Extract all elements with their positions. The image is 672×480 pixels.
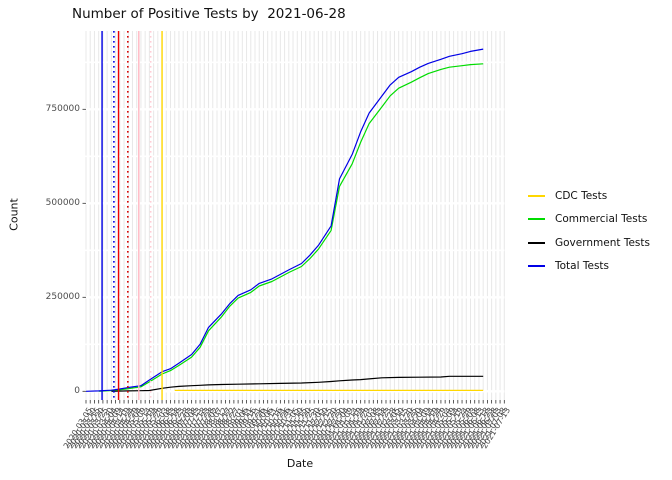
legend-label: Commercial Tests [555,213,648,226]
page-title: Number of Positive Tests by 2021-06-28 [72,6,346,22]
legend-label: Total Tests [555,260,610,273]
series-line-commercial-tests [98,63,484,392]
cdc-tests-line-icon [528,194,545,197]
legend-label: CDC Tests [555,189,608,202]
legend-item-cdc-tests: CDC Tests [528,184,650,208]
legend-item-government-tests: Government Tests [528,231,650,255]
legend: CDC Tests Commercial Tests Government Te… [528,184,650,278]
commercial-tests-line-icon [528,218,545,221]
y-tick-label-500000: 500000 [45,198,80,208]
legend-label: Government Tests [555,236,650,249]
y-tick-label-250000: 250000 [45,292,80,302]
total-tests-line-icon [528,265,545,268]
series-line-government-tests [111,375,484,392]
government-tests-line-icon [528,241,545,244]
legend-item-total-tests: Total Tests [528,255,650,279]
y-tick-label-750000: 750000 [45,104,80,114]
y-tick-label-0: 0 [74,386,80,396]
series-line-total-tests [85,48,484,392]
x-axis-title: Date [286,457,314,470]
legend-item-commercial-tests: Commercial Tests [528,208,650,232]
